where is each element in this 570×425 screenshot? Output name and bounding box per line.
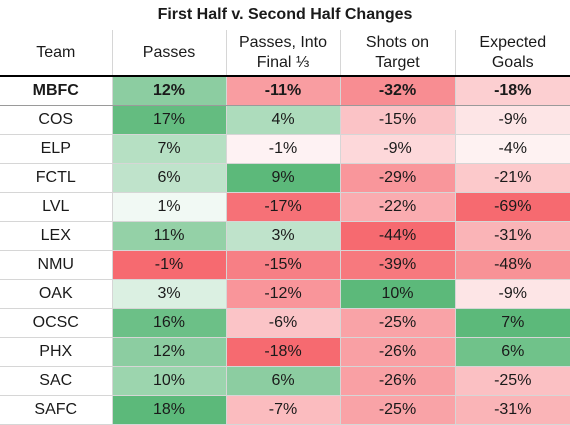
value-cell-shots-on-target: -25% (340, 395, 456, 425)
value-cell-passes-final-third: 9% (226, 163, 341, 193)
value-cell-passes: 7% (112, 134, 227, 164)
table-row: ELP 7% -1% -9% -4% (0, 134, 570, 164)
column-header-shots-on-target: Shots on Target (340, 30, 456, 77)
value-cell-passes-final-third: 6% (226, 366, 341, 396)
value-cell-expected-goals: -31% (455, 221, 570, 251)
table-row: PHX 12% -18% -26% 6% (0, 337, 570, 367)
table-body: MBFC 12% -11% -32% -18% COS 17% 4% -15% -9% ELP 7% -… (0, 76, 570, 425)
value-cell-expected-goals: -69% (455, 192, 570, 222)
value-cell-passes-final-third: -18% (226, 337, 341, 367)
value-cell-shots-on-target: -9% (340, 134, 456, 164)
value-cell-shots-on-target: -39% (340, 250, 456, 280)
team-cell: COS (0, 105, 113, 135)
table-row: SAC 10% 6% -26% -25% (0, 366, 570, 396)
value-cell-passes: 11% (112, 221, 227, 251)
value-cell-expected-goals: -31% (455, 395, 570, 425)
team-cell: OCSC (0, 308, 113, 338)
value-cell-expected-goals: 6% (455, 337, 570, 367)
team-cell: MBFC (0, 76, 113, 106)
value-cell-passes-final-third: -7% (226, 395, 341, 425)
value-cell-passes: 12% (112, 76, 227, 106)
table-row: MBFC 12% -11% -32% -18% (0, 76, 570, 106)
column-header-passes-final-third: Passes, Into Final ⅓ (226, 30, 341, 77)
table-row: COS 17% 4% -15% -9% (0, 105, 570, 135)
value-cell-passes: 3% (112, 279, 227, 309)
value-cell-shots-on-target: -26% (340, 337, 456, 367)
chart-title: First Half v. Second Half Changes (157, 6, 413, 23)
value-cell-shots-on-target: -25% (340, 308, 456, 338)
value-cell-shots-on-target: -32% (340, 76, 456, 106)
table-row: FCTL 6% 9% -29% -21% (0, 163, 570, 193)
value-cell-expected-goals: -25% (455, 366, 570, 396)
table-row: SAFC 18% -7% -25% -31% (0, 395, 570, 425)
table-row: LEX 11% 3% -44% -31% (0, 221, 570, 251)
team-cell: ELP (0, 134, 113, 164)
value-cell-passes-final-third: -6% (226, 308, 341, 338)
value-cell-expected-goals: -18% (455, 76, 570, 106)
value-cell-passes-final-third: -17% (226, 192, 341, 222)
table-row: LVL 1% -17% -22% -69% (0, 192, 570, 222)
team-cell: OAK (0, 279, 113, 309)
value-cell-passes-final-third: -15% (226, 250, 341, 280)
value-cell-shots-on-target: -29% (340, 163, 456, 193)
value-cell-expected-goals: -9% (455, 279, 570, 309)
changes-table: Team Passes Passes, Into Final ⅓ Shots o… (0, 30, 570, 425)
team-cell: PHX (0, 337, 113, 367)
value-cell-passes: -1% (112, 250, 227, 280)
value-cell-passes: 12% (112, 337, 227, 367)
table-row: OAK 3% -12% 10% -9% (0, 279, 570, 309)
value-cell-passes: 10% (112, 366, 227, 396)
column-header-expected-goals: Expected Goals (455, 30, 570, 77)
team-cell: SAC (0, 366, 113, 396)
value-cell-passes-final-third: 3% (226, 221, 341, 251)
team-cell: FCTL (0, 163, 113, 193)
value-cell-shots-on-target: -22% (340, 192, 456, 222)
value-cell-shots-on-target: -26% (340, 366, 456, 396)
value-cell-shots-on-target: 10% (340, 279, 456, 309)
value-cell-expected-goals: -48% (455, 250, 570, 280)
value-cell-passes: 6% (112, 163, 227, 193)
value-cell-passes: 17% (112, 105, 227, 135)
value-cell-shots-on-target: -44% (340, 221, 456, 251)
value-cell-expected-goals: -9% (455, 105, 570, 135)
value-cell-passes-final-third: -12% (226, 279, 341, 309)
value-cell-expected-goals: -4% (455, 134, 570, 164)
column-header-team: Team (0, 30, 113, 77)
team-cell: SAFC (0, 395, 113, 425)
value-cell-expected-goals: -21% (455, 163, 570, 193)
value-cell-passes: 1% (112, 192, 227, 222)
value-cell-shots-on-target: -15% (340, 105, 456, 135)
header-row: Team Passes Passes, Into Final ⅓ Shots o… (0, 30, 570, 77)
table-row: NMU -1% -15% -39% -48% (0, 250, 570, 280)
value-cell-passes-final-third: -1% (226, 134, 341, 164)
value-cell-expected-goals: 7% (455, 308, 570, 338)
value-cell-passes-final-third: -11% (226, 76, 341, 106)
table-row: OCSC 16% -6% -25% 7% (0, 308, 570, 338)
team-cell: LEX (0, 221, 113, 251)
team-cell: LVL (0, 192, 113, 222)
value-cell-passes: 16% (112, 308, 227, 338)
value-cell-passes: 18% (112, 395, 227, 425)
team-cell: NMU (0, 250, 113, 280)
column-header-passes: Passes (112, 30, 227, 77)
value-cell-passes-final-third: 4% (226, 105, 341, 135)
